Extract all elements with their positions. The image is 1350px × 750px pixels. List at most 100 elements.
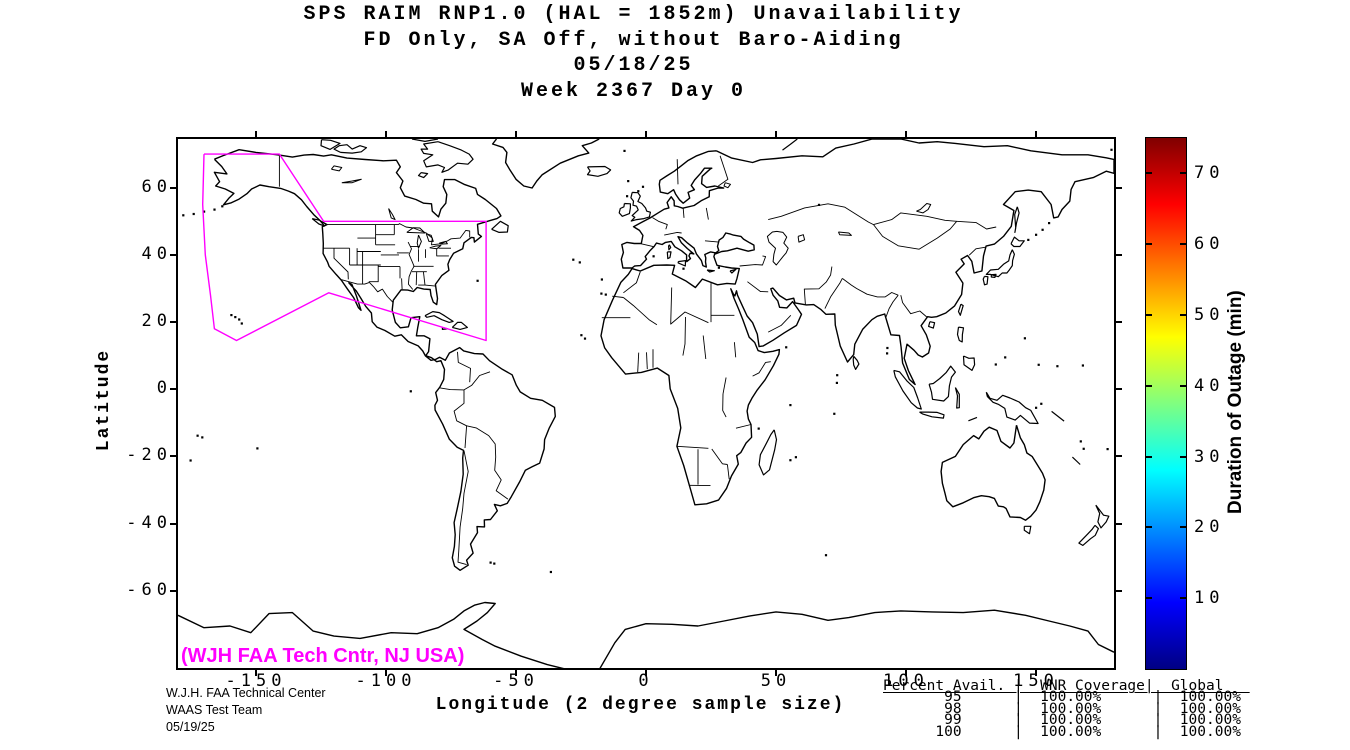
country-border [466, 425, 509, 500]
y-axis-tick [170, 455, 176, 458]
small-island-dot [549, 570, 552, 574]
small-island-dot [835, 381, 838, 384]
island-coastline [411, 139, 439, 143]
colorbar-tick [1146, 597, 1152, 600]
colorbar-tick [1146, 526, 1152, 529]
small-island-dot [182, 214, 185, 217]
small-island-dot [1035, 233, 1038, 236]
x-axis-tick [385, 670, 387, 676]
coastline [178, 601, 565, 668]
island-coastline [927, 321, 936, 329]
small-island-dot [1040, 402, 1043, 405]
x-tick-label: 150 [1013, 671, 1059, 691]
lake-outline [341, 178, 362, 184]
country-border [612, 295, 624, 298]
availability-table-row: 95 | 100.00% | 100.00% [883, 689, 1241, 706]
small-island-dot [824, 554, 828, 557]
country-border [341, 279, 394, 303]
lake-outline [916, 203, 932, 214]
country-border [885, 294, 899, 318]
x-tick-label: -150 [225, 671, 287, 691]
x-axis-tick [775, 670, 777, 676]
small-island-dot [493, 562, 496, 565]
figure-title: SPS RAIM RNP1.0 (HAL = 1852m) Unavailabi… [165, 2, 1102, 104]
country-border [735, 424, 752, 429]
small-island-dot [230, 314, 233, 317]
availability-table-row: 98 | 100.00% | 100.00% [883, 700, 1241, 717]
island-coastline [985, 391, 1039, 425]
island-coastline [677, 259, 687, 267]
title-line-3: 05/18/25 [573, 54, 694, 77]
y-axis-tick-right [1116, 455, 1122, 458]
small-island-dot [757, 427, 760, 430]
small-island-dot [196, 434, 199, 437]
small-island-dot [1004, 356, 1007, 359]
small-island-dot [221, 205, 224, 208]
y-axis-tick-right [1116, 321, 1122, 324]
island-coastline [491, 220, 509, 234]
title-line-1: SPS RAIM RNP1.0 (HAL = 1852m) Unavailabi… [303, 3, 964, 26]
x-axis-tick-top [385, 131, 387, 137]
colorbar-tick-right [1180, 172, 1186, 175]
y-axis-tick [170, 186, 176, 189]
country-border [747, 281, 769, 293]
credit-line-2: WAAS Test Team [166, 703, 263, 717]
small-island-dot [1023, 337, 1026, 340]
x-tick-label: 100 [883, 671, 929, 691]
island-coastline [782, 139, 798, 151]
island-coastline [968, 416, 978, 422]
x-axis-tick [255, 670, 257, 676]
lake-outline [797, 234, 806, 243]
country-border [637, 352, 640, 373]
country-border [440, 387, 468, 449]
x-axis-tick-top [255, 131, 257, 137]
island-coastline [666, 251, 672, 260]
country-border [704, 240, 719, 243]
island-coastline [1023, 525, 1032, 535]
small-island-dot [238, 318, 241, 321]
colorbar-tick-right [1180, 455, 1186, 458]
y-tick-label: 20 [141, 311, 172, 332]
lake-outline [416, 234, 422, 249]
y-axis-tick [170, 321, 176, 324]
country-border [664, 231, 682, 236]
lake-outline [388, 208, 396, 221]
colorbar-tick-right [1180, 597, 1186, 600]
island-coastline [729, 268, 737, 274]
small-island-dot [489, 561, 492, 564]
island-coastline [618, 202, 631, 217]
small-island-dot [1106, 448, 1109, 451]
island-coastline [956, 326, 965, 343]
country-border [676, 445, 709, 449]
small-island-dot [583, 337, 587, 340]
island-coastline [957, 303, 964, 316]
waas-annotation-text: (WJH FAA Tech Cntr, NJ USA) [181, 645, 465, 667]
island-coastline [311, 218, 326, 227]
title-line-4: Week 2367 Day 0 [520, 79, 747, 103]
small-island-dot [234, 316, 237, 319]
small-island-dot [604, 293, 607, 296]
credit-line-3: 05/19/25 [166, 720, 215, 734]
small-island-dot [836, 374, 839, 377]
small-island-dot [682, 267, 685, 270]
small-island-dot [203, 210, 206, 213]
x-axis-tick-top [905, 131, 907, 137]
island-coastline [852, 355, 860, 370]
island-coastline [1078, 524, 1100, 546]
small-island-dot [580, 334, 583, 337]
small-island-dot [886, 352, 889, 355]
x-axis-tick [645, 670, 647, 676]
colorbar-tick-label: 70 [1194, 163, 1225, 184]
island-coastline [758, 429, 778, 476]
y-tick-label: -40 [126, 512, 172, 533]
small-island-dot [652, 255, 655, 258]
country-border [718, 155, 729, 187]
x-axis-label: Longitude (2 degree sample size) [435, 695, 846, 715]
small-island-dot [789, 459, 792, 462]
small-island-dot [189, 459, 192, 462]
country-border [623, 271, 641, 294]
x-axis-tick-top [515, 131, 517, 137]
x-tick-label: -50 [493, 671, 539, 691]
small-island-dot [626, 195, 629, 198]
colorbar-tick-right [1180, 314, 1186, 316]
